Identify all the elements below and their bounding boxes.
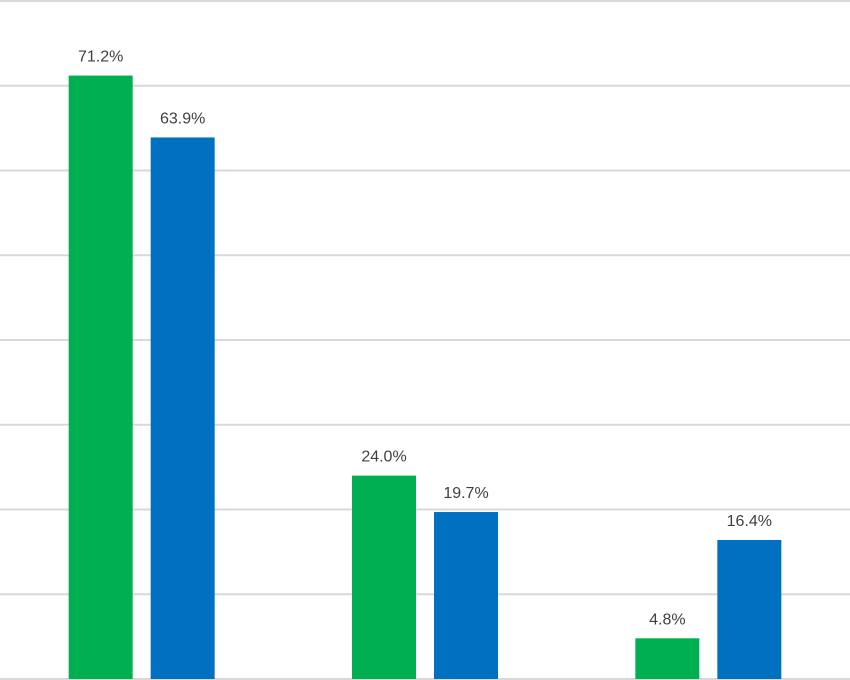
data-label: 19.7%	[443, 485, 488, 502]
bar	[68, 75, 133, 679]
data-label: 16.4%	[727, 513, 772, 530]
data-label: 4.8%	[649, 611, 685, 628]
bar	[717, 540, 782, 679]
bar	[352, 475, 416, 679]
bar	[434, 512, 498, 679]
data-label: 63.9%	[160, 110, 205, 127]
bar	[150, 137, 215, 679]
data-label: 24.0%	[361, 449, 406, 466]
data-label: 71.2%	[78, 49, 123, 66]
bar	[635, 638, 700, 679]
